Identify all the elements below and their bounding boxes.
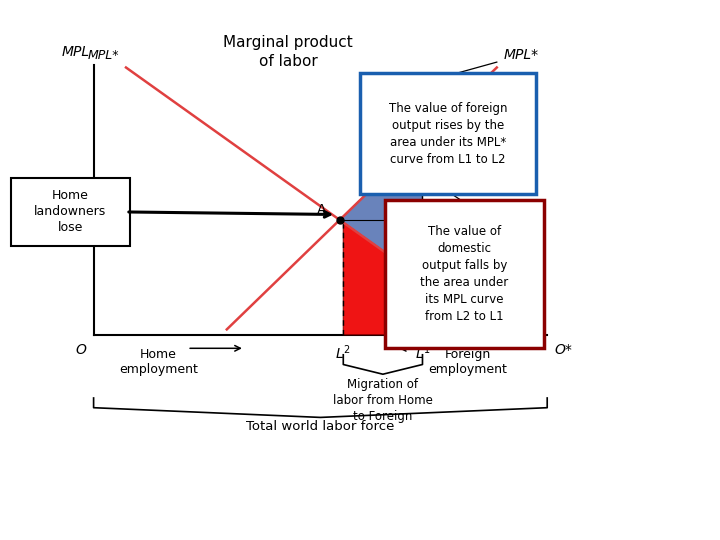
Text: $L^1$: $L^1$	[415, 343, 431, 361]
Text: B: B	[402, 122, 412, 135]
FancyBboxPatch shape	[360, 73, 536, 194]
Text: O: O	[76, 343, 86, 357]
Text: A: A	[318, 203, 327, 217]
Polygon shape	[340, 139, 423, 279]
FancyBboxPatch shape	[385, 200, 544, 348]
Text: C: C	[430, 282, 439, 296]
Text: MPL: MPL	[500, 335, 528, 349]
Text: The value of foreign
output rises by the
area under its MPL*
curve from L1 to L2: The value of foreign output rises by the…	[389, 102, 508, 166]
Text: Home
landowners
lose: Home landowners lose	[34, 190, 107, 234]
Text: O*: O*	[554, 343, 572, 357]
Text: $L^2$: $L^2$	[336, 343, 351, 361]
Text: Home
employment: Home employment	[119, 348, 198, 376]
Text: MPL: MPL	[62, 45, 90, 59]
Text: MPL*: MPL*	[87, 49, 119, 62]
Text: MPL*: MPL*	[504, 48, 539, 62]
Text: The value of
domestic
output falls by
the area under
its MPL curve
from L2 to L1: The value of domestic output falls by th…	[420, 225, 508, 323]
Text: Migration of
labor from Home
to Foreign: Migration of labor from Home to Foreign	[333, 378, 433, 423]
Polygon shape	[343, 222, 423, 335]
Text: Total world labor force: Total world labor force	[246, 420, 395, 433]
Text: Foreign
employment: Foreign employment	[428, 348, 508, 376]
Text: Marginal product
of labor: Marginal product of labor	[223, 35, 353, 69]
FancyBboxPatch shape	[11, 178, 130, 246]
